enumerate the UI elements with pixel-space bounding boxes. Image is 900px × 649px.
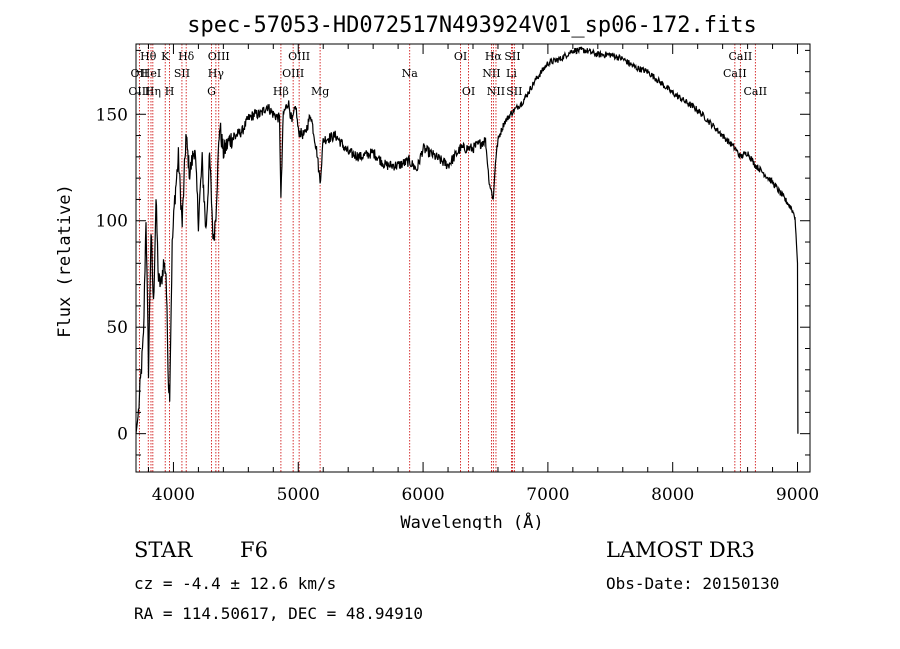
- line-label: CaII: [743, 85, 767, 98]
- spectrum-line: [135, 46, 799, 434]
- line-label: Hγ: [208, 67, 225, 80]
- y-tick-label: 150: [96, 105, 128, 125]
- x-axis-ticks: 4000 5000 6000 7000 8000 9000: [147, 44, 819, 505]
- line-label: Hθ: [140, 50, 157, 63]
- redshift-cz: cz = -4.4 ± 12.6 km/s: [134, 574, 337, 593]
- line-label: Hδ: [178, 50, 195, 63]
- line-label: OIII: [208, 50, 230, 63]
- plot-frame: [135, 43, 811, 473]
- chart-title: spec-57053-HD072517N493924V01_sp06-172.f…: [187, 13, 757, 38]
- line-label: OIII: [128, 85, 150, 98]
- line-label: OIII: [288, 50, 310, 63]
- line-label: H: [165, 85, 175, 98]
- coordinates: RA = 114.50617, DEC = 48.94910: [134, 604, 423, 623]
- y-axis-ticks: 0 50 100 150: [96, 49, 810, 456]
- x-tick-label: 9000: [776, 485, 819, 505]
- line-label: OI: [462, 85, 475, 98]
- line-label: SII: [506, 85, 522, 98]
- y-tick-label: 50: [106, 318, 128, 338]
- line-label: Li: [506, 67, 517, 80]
- line-label: CaII: [723, 67, 747, 80]
- object-type: STAR: [134, 538, 193, 562]
- line-label: NII: [487, 85, 505, 98]
- x-tick-label: 4000: [152, 485, 195, 505]
- x-axis-label: Wavelength (Å): [400, 511, 543, 530]
- line-label: Mg: [311, 85, 329, 98]
- x-tick-label: 5000: [277, 485, 320, 505]
- line-label: G: [207, 85, 216, 98]
- line-label: OI: [454, 50, 467, 63]
- line-label: Hβ: [273, 85, 289, 98]
- line-label: Na: [402, 67, 419, 80]
- line-label: K: [161, 50, 170, 63]
- line-markers: [138, 44, 756, 472]
- spectrum-chart: spec-57053-HD072517N493924V01_sp06-172.f…: [55, 13, 819, 530]
- x-tick-label: 7000: [526, 485, 569, 505]
- survey-name: LAMOST DR3: [606, 538, 755, 562]
- object-subclass: F6: [240, 538, 268, 562]
- line-label: HeI: [141, 67, 161, 80]
- line-label: SII: [174, 67, 190, 80]
- line-label: NII: [482, 67, 500, 80]
- y-tick-label: 100: [96, 212, 128, 232]
- line-label: OIII: [282, 67, 304, 80]
- line-label: SII: [504, 50, 520, 63]
- line-label: Hη: [145, 85, 161, 98]
- line-label: CaII: [729, 50, 753, 63]
- observation-date: Obs-Date: 20150130: [606, 574, 780, 593]
- x-tick-label: 6000: [401, 485, 444, 505]
- y-axis-label: Flux (relative): [55, 184, 75, 338]
- y-tick-label: 0: [117, 425, 128, 445]
- line-label: Hα: [485, 50, 503, 63]
- x-tick-label: 8000: [651, 485, 694, 505]
- line-label: OII: [131, 67, 149, 80]
